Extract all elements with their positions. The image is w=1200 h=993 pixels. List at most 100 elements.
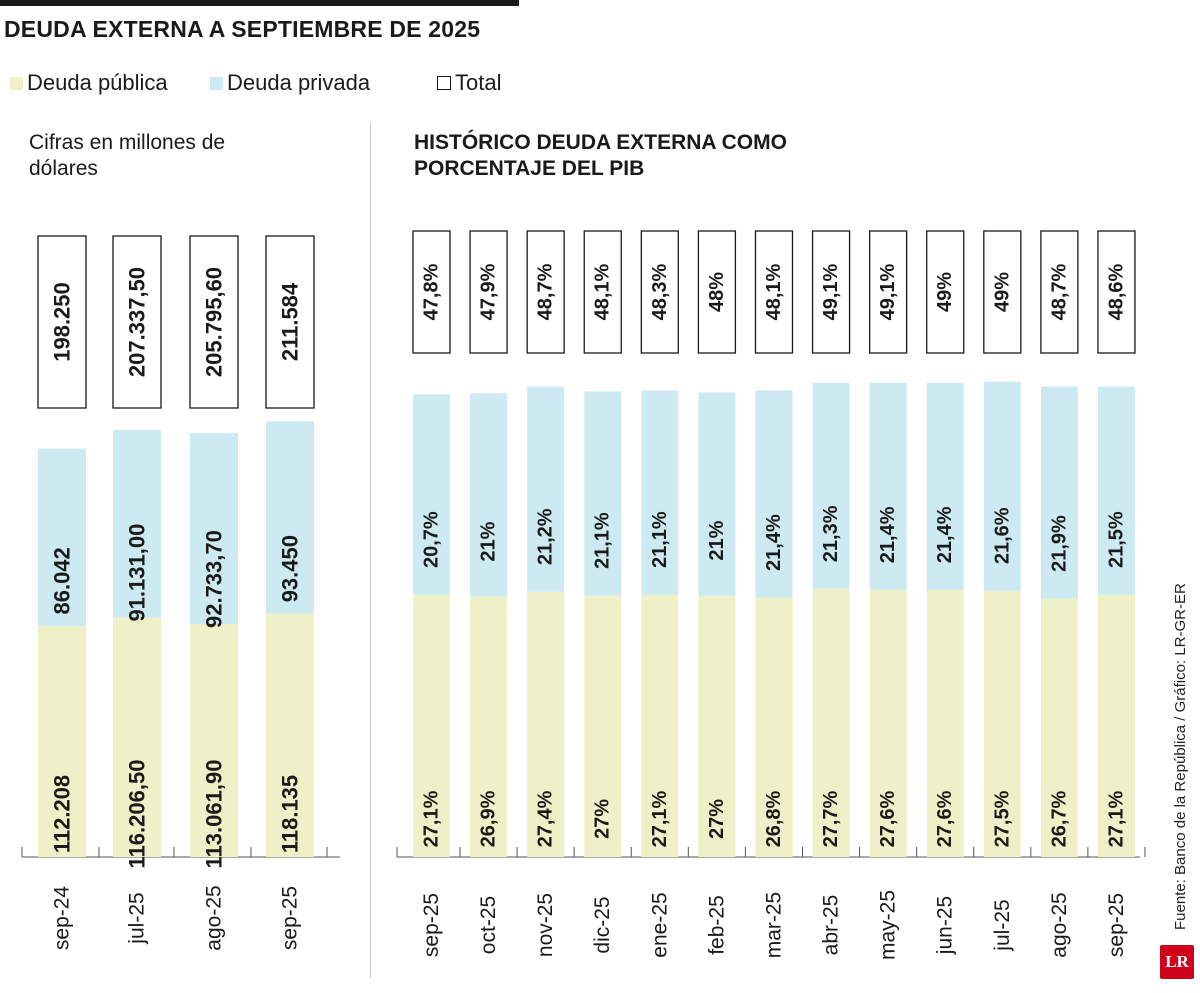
label-total-mar-25-6: 48,1% [763,263,785,320]
bar-privada-jul-25 [113,429,161,618]
label-privada-jun-25-9: 21,4% [934,506,956,563]
tick-label-sep-25: sep-25 [279,886,302,950]
label-privada-ene-25-4: 21,1% [649,511,671,568]
legend-label-privada: Deuda privada [227,70,371,95]
legend-swatch-total [437,76,451,90]
bar-privada-oct-25-1 [470,393,508,597]
total-box-sep-24 [37,235,87,409]
label-privada-sep-25-0: 20,7% [421,511,443,568]
label-total-sep-24: 198.250 [50,282,75,362]
bar-privada-ago-25-11 [1040,386,1078,599]
label-privada-may-25-8: 21,4% [877,506,899,563]
label-publica-sep-25-0: 27,1% [421,790,443,847]
tick-label-dic-25-3: dic-25 [591,896,614,953]
legend-item-total: Total [437,70,501,96]
label-privada-nov-25-2: 21,2% [535,508,557,565]
label-privada-ago-25: 92.733,70 [202,530,227,628]
legend-label-publica: Deuda pública [27,70,168,95]
label-publica-abr-25-7: 27,7% [820,790,842,847]
tick-label-jul-25-10: jul-25 [991,899,1014,951]
tick-label-jul-25: jul-25 [126,892,149,944]
label-publica-feb-25-5: 27% [706,799,728,839]
bar-privada-jun-25-9 [926,382,964,590]
bar-privada-jul-25-10 [983,381,1021,591]
bar-privada-ago-25 [190,433,238,625]
label-total-oct-25-1: 47,9% [478,263,500,320]
bar-publica-jun-25-9 [926,589,964,857]
label-publica-sep-25: 118.135 [278,775,303,853]
tick-label-may-25-8: may-25 [877,890,900,960]
bar-publica-ene-25-4 [641,594,679,857]
total-box-jun-25-9 [926,230,965,354]
label-publica-oct-25-1: 26,9% [478,790,500,847]
label-publica-may-25-8: 27,6% [877,790,899,847]
bar-publica-abr-25-7 [812,588,850,857]
tick-label-abr-25-7: abr-25 [820,895,843,956]
label-privada-feb-25-5: 21% [706,520,728,560]
total-box-ago-25-11 [1040,230,1079,354]
total-box-nov-25-2 [526,230,565,354]
total-box-sep-25-0 [412,230,451,354]
label-total-ene-25-4: 48,3% [649,263,671,320]
bar-publica-dic-25-3 [584,595,622,857]
label-publica-ene-25-4: 27,1% [649,790,671,847]
bar-publica-jul-25 [113,617,161,857]
tick-label-ene-25-4: ene-25 [648,892,671,957]
label-publica-jul-25-10: 27,5% [991,790,1013,847]
bar-privada-sep-25 [266,421,314,614]
bar-privada-nov-25-2 [527,386,565,592]
bar-publica-jul-25-10 [983,590,1021,857]
total-box-ago-25 [189,235,239,409]
label-total-may-25-8: 49,1% [877,263,899,320]
chart-title: DEUDA EXTERNA A SEPTIEMBRE DE 2025 [4,16,481,42]
label-total-ago-25: 205.795,60 [202,267,227,377]
bar-publica-sep-25 [266,613,314,857]
bar-publica-sep-25-0 [413,594,450,857]
label-total-feb-25-5: 48% [706,272,728,312]
label-publica-jun-25-9: 27,6% [934,790,956,847]
label-privada-sep-25-12: 21,5% [1105,511,1127,568]
label-publica-sep-25-12: 27,1% [1105,790,1127,847]
label-total-dic-25-3: 48,1% [592,263,614,320]
chart-subtitle: HISTÓRICO DEUDA EXTERNA COMO PORCENTAJE … [414,131,787,180]
label-publica-sep-24: 112.208 [50,775,75,853]
bar-privada-mar-25-6 [755,390,793,598]
label-total-abr-25-7: 49,1% [820,263,842,320]
bar-publica-oct-25-1 [470,596,508,857]
label-privada-sep-25: 93.450 [278,535,303,602]
label-privada-jul-25-10: 21,6% [991,507,1013,564]
label-total-jul-25: 207.337,50 [125,267,150,377]
bar-privada-may-25-8 [869,382,907,590]
tick-label-jun-25-9: jun-25 [934,896,957,955]
tick-label-sep-25-0: sep-25 [420,893,443,957]
total-box-dic-25-3 [583,230,622,354]
bar-privada-sep-25-12 [1097,386,1135,595]
total-box-sep-25 [265,235,315,409]
tick-label-sep-24: sep-24 [51,886,74,951]
tick-label-nov-25-2: nov-25 [534,893,557,957]
bar-privada-dic-25-3 [584,391,622,596]
tick-label-feb-25-5: feb-25 [705,895,728,955]
legend-swatch-publica [10,76,23,90]
bar-privada-ene-25-4 [641,390,679,595]
total-box-ene-25-4 [640,230,679,354]
bar-privada-sep-25-0 [413,394,450,595]
tick-label-ago-25: ago-25 [203,885,226,950]
units-note: Cifras en millones de dólares [29,131,226,180]
label-privada-abr-25-7: 21,3% [820,505,842,562]
total-box-oct-25-1 [469,230,508,354]
total-box-may-25-8 [868,230,908,354]
total-box-mar-25-6 [754,230,794,354]
bar-privada-feb-25-5 [698,392,736,596]
bar-privada-sep-24 [38,448,86,626]
tick-label-sep-25-12: sep-25 [1105,893,1128,957]
label-publica-mar-25-6: 26,8% [763,790,785,847]
total-box-feb-25-5 [697,230,737,354]
legend-item-publica: Deuda pública [10,70,168,96]
bar-privada-abr-25-7 [812,382,850,589]
section-divider [370,122,371,978]
legend-item-privada: Deuda privada [210,70,370,96]
tick-label-ago-25-11: ago-25 [1048,892,1071,957]
label-privada-oct-25-1: 21% [478,521,500,561]
